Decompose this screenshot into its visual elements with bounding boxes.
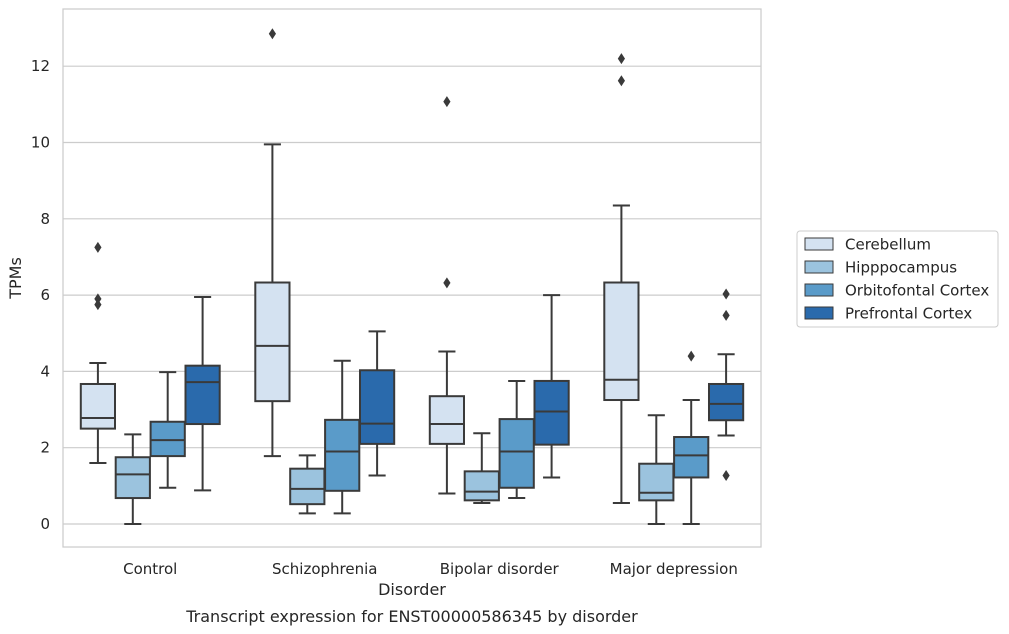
box-iqr [707,382,745,422]
box-element [358,330,396,477]
x-axis-title: Disorder [378,580,446,599]
legend-label: Prefrontal Cortex [845,305,972,323]
box-element [114,433,151,525]
box-iqr [184,364,221,426]
y-tick-label: 12 [31,57,50,75]
x-axis-ticks: Control Schizophrenia Bipolar disorder Majo… [123,560,738,578]
box-element [638,414,675,525]
box-element [707,288,745,482]
legend-swatch [804,306,834,320]
box-iqr [673,436,710,479]
y-tick-label: 2 [40,439,50,457]
series-group [149,350,710,525]
y-axis-ticks: 0 2 4 6 8 10 12 [31,57,50,533]
box-iqr [358,369,396,445]
series-group [184,288,745,492]
box-element [463,432,500,505]
legend: Cerebellum Hipppocampus Orbitofontal Corte… [796,230,999,328]
box-element [289,454,326,515]
box-element [254,28,291,458]
x-tick-label: Bipolar disorder [440,560,560,578]
box-iqr [324,418,361,492]
outlier-point [94,241,102,253]
outlier-point [687,350,695,362]
outlier-point [617,75,625,87]
legend-frame [796,230,999,328]
series-group [79,28,640,505]
box-iqr [79,382,117,430]
x-tick-label: Major depression [610,560,738,578]
box-element [149,371,186,489]
outlier-point [268,28,276,40]
x-tick-label: Control [123,560,177,578]
legend-swatch [804,260,834,274]
box-iqr [289,467,326,506]
box-iqr [463,470,500,502]
legend-swatch [804,237,834,251]
box-iqr [254,281,291,403]
outlier-point [443,96,451,108]
box-iqr [498,418,535,489]
y-axis-title: TPMs [6,257,25,300]
box-element [184,296,221,492]
box-element [603,53,640,505]
y-tick-label: 10 [31,134,50,152]
chart-caption: Transcript expression for ENST0000058634… [185,607,638,626]
x-tick-label: Schizophrenia [272,560,377,578]
box-element [673,350,710,525]
outlier-point [94,299,102,311]
box-iqr [638,462,675,502]
box-element [428,96,466,495]
outlier-point [722,309,730,321]
outlier-point [443,277,451,289]
series-group [114,414,675,525]
legend-label: Cerebellum [845,236,931,254]
box-iqr [114,456,151,500]
box-element [79,241,117,464]
outlier-point [617,53,625,65]
plot-area [62,8,762,548]
legend-swatch [804,283,834,297]
box-element [324,359,361,515]
box-iqr [533,379,570,446]
box-iqr [603,281,640,402]
box-element [533,294,570,479]
box-iqr [428,395,466,445]
outlier-point [722,288,730,300]
y-tick-label: 8 [40,210,50,228]
y-tick-label: 0 [40,515,50,533]
box-element [498,379,535,500]
outlier-point [94,293,102,305]
outlier-point [722,470,730,482]
legend-label: Hipppocampus [845,259,957,277]
y-tick-label: 6 [40,286,50,304]
box-iqr [149,420,186,458]
box-series [79,28,745,525]
y-tick-label: 4 [40,362,50,380]
legend-label: Orbitofontal Cortex [845,282,989,300]
